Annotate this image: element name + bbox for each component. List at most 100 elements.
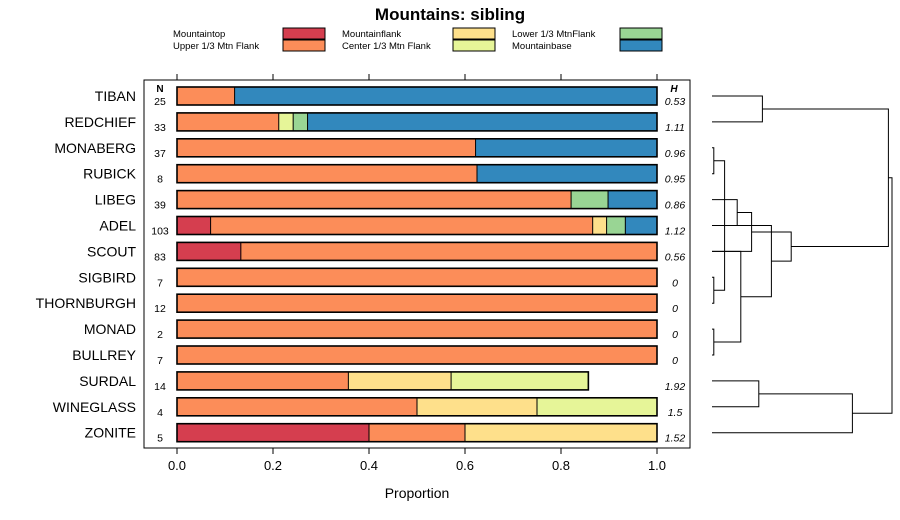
category-label: THORNBURGH xyxy=(36,295,136,311)
h-value: 0 xyxy=(672,329,678,341)
dendrogram-link xyxy=(712,250,742,343)
bar-segment-upper-1-3-mtn-flank xyxy=(177,87,235,105)
bar-segment-lower-1-3-mtnflank xyxy=(293,112,308,131)
row-sigbird: SIGBIRD 7 0 xyxy=(78,267,678,289)
n-value: 14 xyxy=(154,381,166,393)
x-tick-label: 1.0 xyxy=(648,458,666,473)
n-value: 83 xyxy=(154,251,166,263)
n-value: 37 xyxy=(154,148,166,160)
bar-segment-upper-1-3-mtn-flank xyxy=(177,164,477,183)
category-label: ZONITE xyxy=(85,425,136,441)
bar-outline xyxy=(176,241,658,262)
bar-segment-upper-1-3-mtn-flank xyxy=(177,268,657,287)
row-scout: SCOUT 83 0.56 xyxy=(87,241,685,263)
bar-outline xyxy=(176,293,658,314)
chart-title: Mountains: sibling xyxy=(375,5,525,24)
bar-outline xyxy=(176,215,658,236)
bar-segment-lower-1-3-mtnflank xyxy=(571,190,609,209)
h-value: 0 xyxy=(672,355,678,367)
category-label: MONABERG xyxy=(54,140,136,156)
n-value: 103 xyxy=(151,226,169,238)
bar-segment-upper-1-3-mtn-flank xyxy=(177,397,417,416)
bar-segment-upper-1-3-mtn-flank xyxy=(369,423,465,442)
bar-segment-center-1-3-mtn-flank xyxy=(278,112,294,131)
legend-label-mountainbase: Mountainbase xyxy=(512,41,572,52)
bar-segment-mountainflank xyxy=(348,371,452,390)
bar-segment-mountaintop xyxy=(177,242,241,261)
bar-segment-mountainbase xyxy=(234,87,657,105)
category-label: SCOUT xyxy=(87,243,136,259)
row-libeg: LIBEG 39 0.86 xyxy=(95,189,686,212)
dendrogram-link xyxy=(712,276,715,304)
row-zonite: ZONITE 5 1.52 xyxy=(85,422,686,445)
category-label: REDCHIEF xyxy=(64,114,136,130)
dendrogram-link xyxy=(712,393,853,434)
row-adel: ADEL 103 1.12 xyxy=(99,215,686,238)
h-value: 0 xyxy=(672,303,678,315)
legend-swatch-mountaintop xyxy=(282,27,326,40)
row-surdal: SURDAL 14 1.92 xyxy=(79,371,686,393)
legend-swatch-lower-1-3-mtnflank xyxy=(619,27,663,40)
dendrogram-link xyxy=(712,212,753,252)
legend-label-mountainflank: Mountainflank xyxy=(342,29,401,40)
h-value: 0.86 xyxy=(665,200,686,212)
bar-outline xyxy=(176,345,658,365)
bar-segment-upper-1-3-mtn-flank xyxy=(177,371,349,390)
h-value: 1.52 xyxy=(665,433,686,445)
h-value: 1.5 xyxy=(668,407,683,419)
category-label: SURDAL xyxy=(79,373,136,389)
bar-segment-upper-1-3-mtn-flank xyxy=(177,112,279,131)
plot-frame xyxy=(143,79,691,449)
bar-segment-mountaintop xyxy=(177,216,211,235)
bar-outline xyxy=(176,319,658,339)
bar-segment-mountainbase xyxy=(625,216,657,235)
x-tick-label: 0.4 xyxy=(360,458,378,473)
bar-outline xyxy=(176,163,658,184)
h-column-header: H xyxy=(670,84,678,95)
h-value: 1.92 xyxy=(665,381,686,393)
n-value: 8 xyxy=(157,174,163,186)
category-label: MONAD xyxy=(84,321,136,337)
row-tiban: TIBAN 25 0.53 xyxy=(95,86,685,108)
bar-segment-center-1-3-mtn-flank xyxy=(537,397,657,416)
bar-segment-mountainflank xyxy=(465,423,657,442)
dendrogram-link xyxy=(712,328,715,356)
x-tick-label: 0.0 xyxy=(168,458,186,473)
legend-swatch-mountainflank xyxy=(452,27,496,40)
h-value: 0.95 xyxy=(665,174,686,186)
legend-label-lower-1-3-mtnflank: Lower 1/3 MtnFlank xyxy=(512,29,596,40)
legend-label-center-1-3-mtn-flank: Center 1/3 Mtn Flank xyxy=(342,41,431,52)
bar-outline xyxy=(176,189,658,210)
h-value: 1.11 xyxy=(665,122,685,134)
dendrogram-link xyxy=(712,95,763,123)
x-axis: 0.0 0.2 0.4 0.6 0.8 1.0 xyxy=(168,74,666,473)
bar-segment-center-1-3-mtn-flank xyxy=(451,371,589,390)
x-axis-label: Proportion xyxy=(385,485,450,501)
row-monaberg: MONABERG 37 0.96 xyxy=(54,138,685,160)
legend-label-upper-1-3-mtn-flank: Upper 1/3 Mtn Flank xyxy=(173,41,259,52)
category-label: ADEL xyxy=(99,218,136,234)
bar-outline xyxy=(176,86,658,106)
bar-outline xyxy=(176,371,590,391)
row-thornburgh: THORNBURGH 12 0 xyxy=(36,293,678,315)
dendrogram-link xyxy=(712,380,760,408)
legend-label-mountaintop: Mountaintop xyxy=(173,29,225,40)
bar-segment-upper-1-3-mtn-flank xyxy=(177,294,657,313)
n-column-header: N xyxy=(156,84,163,95)
category-label: WINEGLASS xyxy=(53,399,136,415)
bar-segment-mountaintop xyxy=(177,423,369,442)
bar-outline xyxy=(176,138,658,158)
category-label: RUBICK xyxy=(83,166,137,182)
x-tick-label: 0.2 xyxy=(264,458,282,473)
h-value: 1.12 xyxy=(665,226,686,238)
x-tick-label: 0.6 xyxy=(456,458,474,473)
n-value: 12 xyxy=(154,303,166,315)
row-monad: MONAD 2 0 xyxy=(84,319,678,341)
category-label: SIGBIRD xyxy=(78,269,136,285)
row-bullrey: BULLREY 7 0 xyxy=(72,345,678,367)
bar-outline xyxy=(176,112,658,132)
n-value: 25 xyxy=(154,96,166,108)
bar-segment-upper-1-3-mtn-flank xyxy=(177,138,476,157)
